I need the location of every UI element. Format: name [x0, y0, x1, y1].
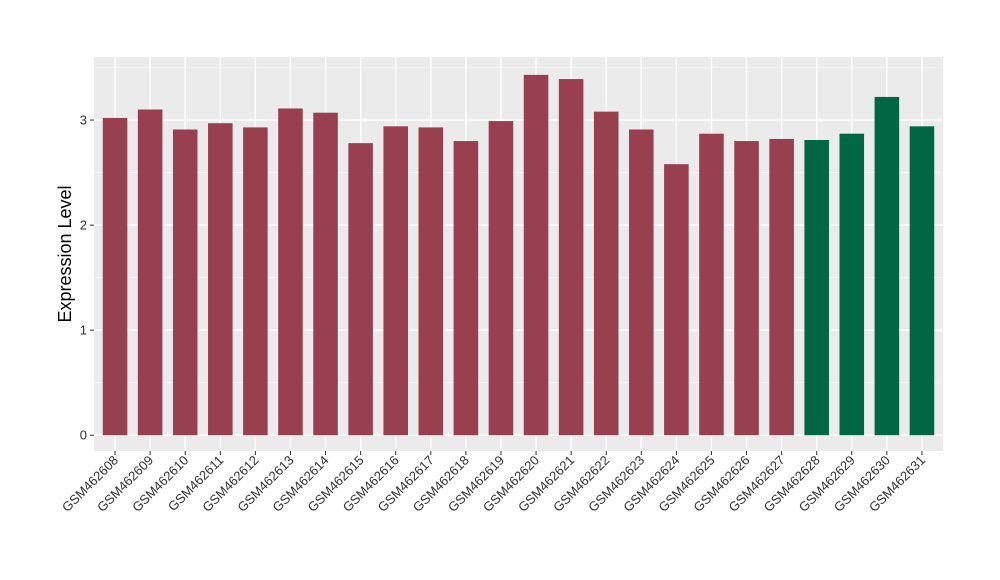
y-tick-label: 0 [80, 428, 87, 443]
bar-GSM462608 [102, 117, 128, 436]
bar-GSM462631 [909, 126, 935, 436]
bar-GSM462614 [313, 112, 338, 436]
y-tick-label: 3 [80, 113, 87, 128]
bar-GSM462624 [664, 164, 689, 436]
bar-GSM462612 [243, 127, 268, 436]
y-axis-title: Expression Level [55, 185, 75, 322]
bar-GSM462613 [278, 108, 303, 436]
bar-GSM462622 [593, 111, 619, 436]
bar-GSM462620 [523, 74, 549, 436]
bar-GSM462628 [804, 140, 829, 436]
bar-GSM462610 [172, 129, 198, 436]
bar-GSM462629 [839, 133, 865, 436]
y-axis: 0 1 2 3 [80, 113, 94, 443]
bar-GSM462619 [488, 121, 514, 436]
bar-GSM462626 [734, 141, 759, 436]
bar-GSM462621 [558, 79, 584, 436]
x-axis: GSM462608GSM462609GSM462610GSM462611GSM4… [59, 451, 928, 515]
bar-GSM462616 [383, 126, 408, 436]
y-tick-label: 2 [80, 218, 87, 233]
bar-GSM462618 [453, 141, 479, 436]
bar-GSM462627 [769, 138, 794, 436]
y-tick-label: 1 [80, 323, 87, 338]
bar-GSM462617 [418, 127, 444, 436]
bar-GSM462611 [208, 123, 233, 436]
bar-GSM462609 [137, 109, 163, 436]
plot-background [94, 57, 943, 451]
bar-GSM462623 [629, 129, 654, 436]
minor-gridlines [94, 67, 943, 384]
bar-GSM462630 [874, 96, 900, 436]
bar-GSM462625 [699, 133, 724, 436]
bars [102, 74, 935, 436]
bar-GSM462615 [348, 143, 373, 436]
